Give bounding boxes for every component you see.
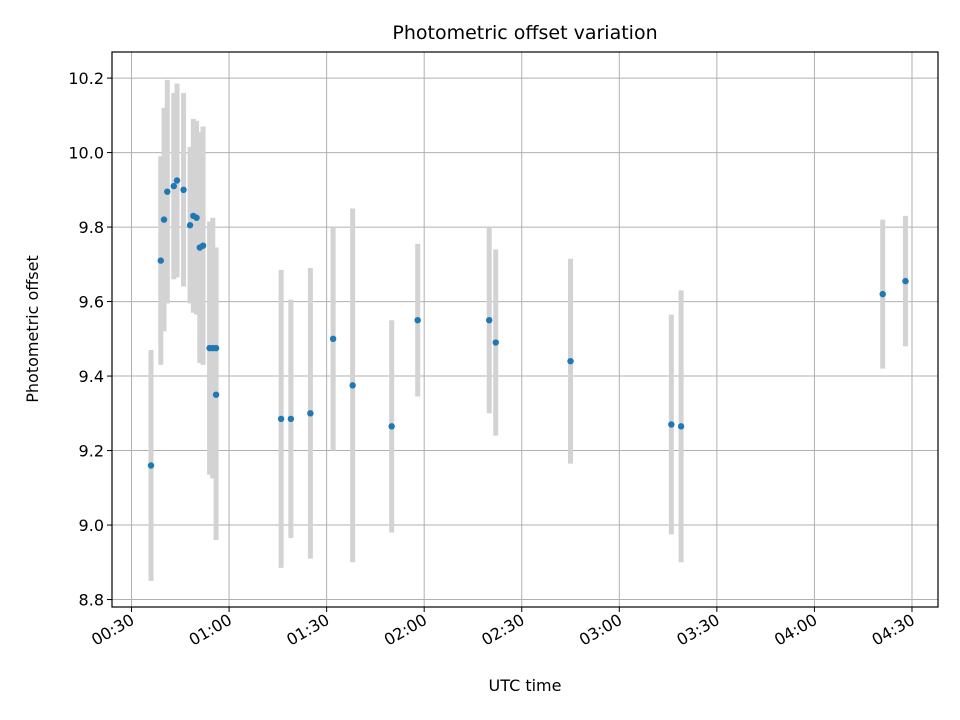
data-point <box>486 316 493 324</box>
data-point <box>349 382 356 389</box>
y-tick-label: 10.0 <box>68 144 104 163</box>
data-point <box>414 316 421 324</box>
y-tick-label: 9.2 <box>79 442 104 461</box>
data-point <box>567 357 574 365</box>
plot-area-frame <box>111 51 939 608</box>
data-point <box>170 182 177 190</box>
data-point <box>902 277 909 285</box>
data-point <box>307 410 314 417</box>
grid-lines <box>112 52 938 607</box>
data-point <box>879 290 886 298</box>
data-point <box>199 242 207 249</box>
y-tick-label: 10.2 <box>68 69 104 88</box>
data-point <box>668 421 675 428</box>
data-point <box>157 257 164 264</box>
chart-title: Photometric offset variation <box>392 22 657 44</box>
data-point <box>492 339 499 346</box>
data-point <box>180 186 187 194</box>
data-point <box>147 462 155 469</box>
data-point <box>193 214 200 221</box>
data-point <box>677 423 685 430</box>
y-tick-label: 9.8 <box>79 218 104 237</box>
y-axis-ticks: 8.8 9.0 9.2 9.4 9.6 9.8 10.0 10.2 <box>68 69 112 610</box>
data-point <box>164 188 171 195</box>
data-point <box>388 423 395 430</box>
x-axis-label: UTC time <box>489 676 562 695</box>
data-point <box>186 222 194 229</box>
data-points <box>147 177 909 469</box>
y-tick-label: 9.0 <box>79 516 104 535</box>
data-point <box>160 216 168 223</box>
data-point <box>329 335 337 343</box>
data-point <box>173 177 181 184</box>
data-point <box>212 344 220 352</box>
y-tick-label: 9.4 <box>79 367 104 386</box>
y-tick-label: 9.6 <box>79 293 104 312</box>
data-point <box>287 415 295 423</box>
y-tick-label: 8.8 <box>79 591 104 610</box>
data-point <box>212 391 220 398</box>
data-point <box>277 415 285 423</box>
y-axis-label: Photometric offset <box>23 255 42 403</box>
